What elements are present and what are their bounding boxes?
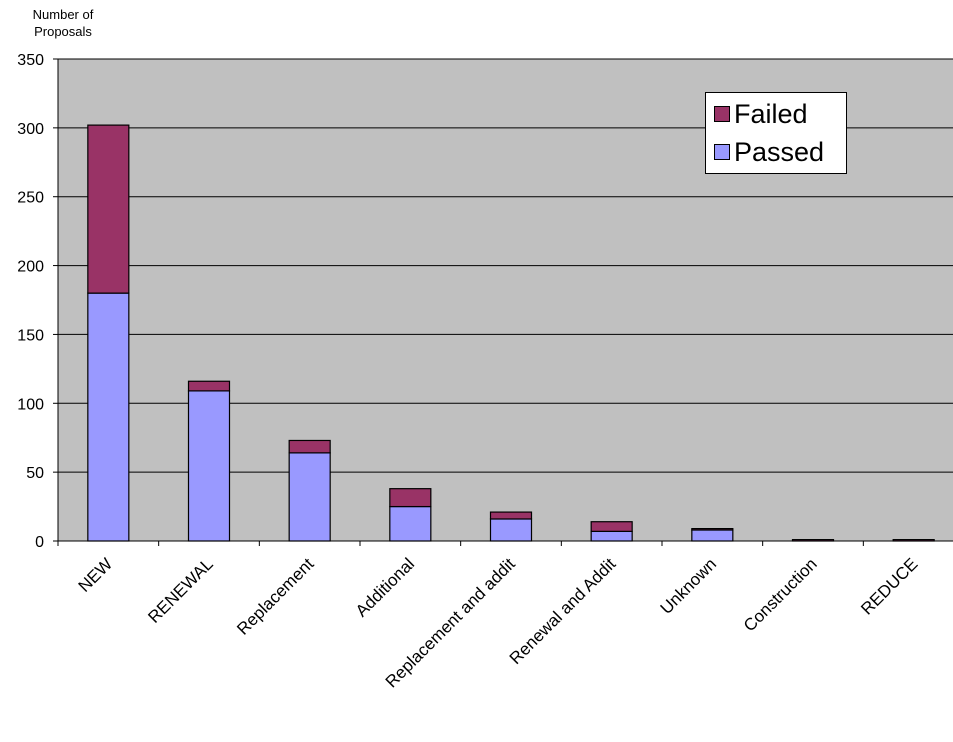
legend-swatch-failed	[714, 106, 730, 122]
x-tick-label: REDUCE	[857, 554, 921, 618]
bar-failed-4	[489, 511, 533, 520]
y-tick-label: 200	[17, 259, 44, 276]
bar-passed-4	[489, 518, 533, 542]
bar-passed-1	[187, 390, 231, 542]
x-tick-labels: NEW RENEWAL Replacement AdditionalReplaceme…	[75, 554, 922, 691]
y-axis-title: Number of Proposals	[32, 7, 94, 39]
y-tick-label: 50	[26, 465, 44, 482]
legend-label-failed: Failed	[734, 99, 808, 129]
x-tick-label: Unknown	[657, 554, 721, 618]
bar-passed-2	[288, 452, 331, 542]
y-tick-label: 350	[17, 52, 44, 69]
bar-failed-5	[590, 521, 633, 532]
legend-item-passed: Passed	[714, 137, 824, 167]
x-tick-label: Construction	[740, 554, 821, 635]
x-tick-label: RENEWAL	[144, 554, 216, 626]
bar-failed-0	[87, 124, 130, 294]
y-tick-labels: 0 50 100 150 200 250 300 350	[17, 52, 44, 551]
bar-failed-1	[187, 380, 231, 392]
y-tick-label: 300	[17, 121, 44, 138]
y-tick-label: 150	[17, 327, 44, 344]
legend-swatch-passed	[714, 144, 730, 160]
legend-item-failed: Failed	[714, 99, 808, 129]
bar-failed-3	[389, 488, 432, 508]
bar-passed-6	[691, 529, 734, 542]
x-tick-label: Additional	[352, 554, 418, 620]
legend: Failed Passed	[705, 92, 847, 174]
bar-failed-2	[288, 439, 331, 454]
y-tick-label: 250	[17, 190, 44, 207]
y-tick-label: 0	[35, 534, 44, 551]
x-tick-label: Renewal and Addit	[506, 554, 620, 668]
axes	[53, 58, 953, 546]
y-tick-label: 100	[17, 396, 44, 413]
bar-failed-6	[691, 528, 734, 531]
bar-passed-0	[87, 292, 130, 542]
legend-label-passed: Passed	[734, 137, 825, 167]
x-tick-label: Replacement	[233, 554, 317, 638]
bar-passed-3	[389, 505, 432, 542]
x-tick-label: NEW	[75, 554, 116, 595]
bar-passed-5	[590, 530, 633, 542]
